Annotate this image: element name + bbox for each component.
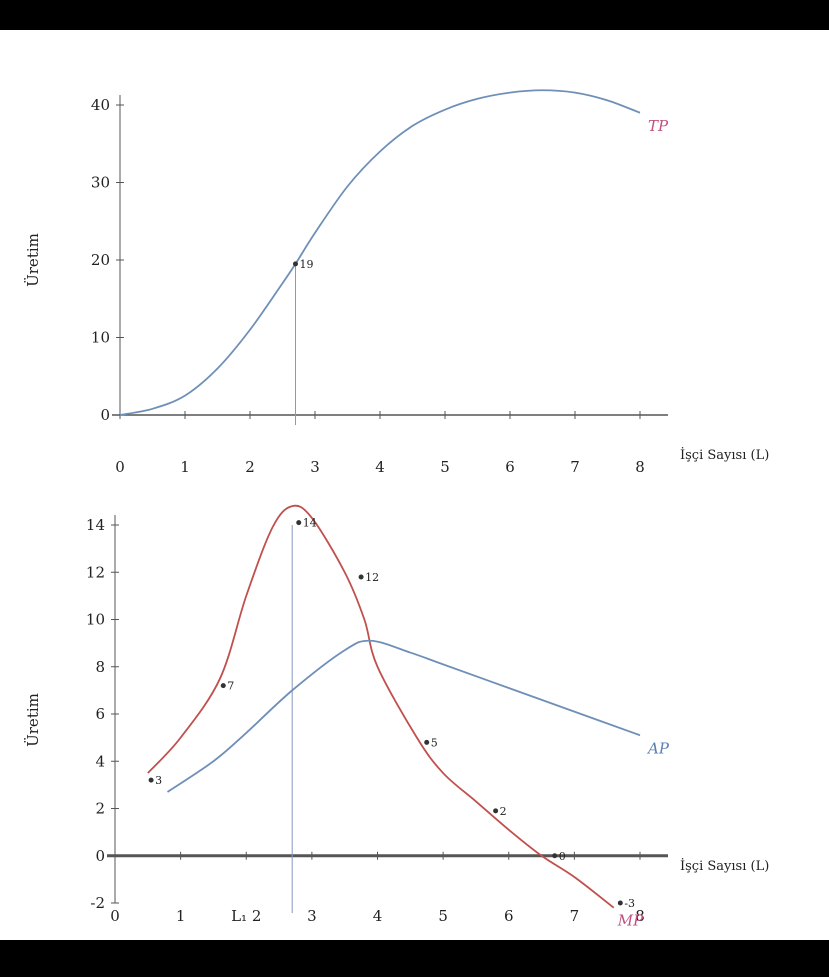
chart2-x-tick-label: 0 [110,907,120,925]
chart1-x-tick-label: 1 [180,458,190,476]
chart2-y-tick-label: 4 [95,752,105,770]
chart2-series-mp-line [147,504,615,909]
chart2-y-tick-label: 12 [86,563,105,581]
chart2-x-tick-label: 7 [570,907,580,925]
chart2-y-tick-label: 8 [95,658,105,676]
chart1-y-tick-label: 20 [91,251,110,269]
chart1-y-tick-label: 30 [91,174,110,192]
chart2-point-label: -3 [624,897,635,910]
chart2-point-label: 14 [303,517,317,530]
chart1-x-tick-label: 0 [115,458,125,476]
chart2-y-tick-label: 0 [95,847,105,865]
chart1-x-tick-label: 7 [570,458,580,476]
chart1-y-tick-label: 0 [100,406,110,424]
chart2-data-point [220,683,226,689]
chart2-y-tick-label: -2 [90,894,105,912]
chart2-x-tick-label: 1 [176,907,186,925]
chart1-y-tick-label: 40 [91,96,110,114]
chart2-x-tick-label: L₁ 2 [231,907,261,925]
chart2-x-axis-label: İşçi Sayısı (L) [680,857,769,874]
chart1-data-point [293,261,298,267]
chart2-point-label: 5 [431,736,438,749]
chart2-x-tick-label: 6 [504,907,514,925]
chart2-data-point [493,808,499,814]
chart2-data-point [552,853,558,859]
chart1-x-tick-label: 2 [245,458,255,476]
chart2-point-label: 0 [559,850,566,863]
chart1-point-label: 19 [300,258,314,271]
chart2-data-point [358,574,364,580]
chart2-data-point [617,900,623,906]
chart2-x-tick-label: 3 [307,907,317,925]
chart1-series-tp-label: TP [648,117,669,135]
chart2-point-label: 7 [227,680,234,693]
chart1-y-axis-label: Üretim [24,233,42,287]
chart1-x-tick-label: 8 [635,458,645,476]
chart2-series-ap-label: AP [646,739,670,757]
chart2-point-label: 2 [500,805,507,818]
chart2-x-tick-label: 5 [438,907,448,925]
chart2-y-tick-label: 14 [86,516,105,534]
chart1-x-axis-label: İşçi Sayısı (L) [680,446,769,463]
chart2-y-tick-label: 2 [95,800,105,818]
chart1-x-tick-label: 4 [375,458,385,476]
chart1-y-tick-label: 10 [91,329,110,347]
chart2-data-point [296,520,302,526]
chart2-point-label: 12 [365,571,379,584]
chart2-data-point [148,777,154,783]
chart-frame: 0 10 20 30 40 0 1 2 3 4 5 6 7 8 Üretim İşçi Sayısı (L) T… [0,30,829,940]
chart2-x-tick-label: 8 [635,907,645,925]
chart2-data-point [424,739,430,745]
chart2-series-ap-line [166,639,641,793]
chart2-y-tick-label: 10 [86,611,105,629]
chart2-series-mp-label: MP [617,912,644,930]
chart2-x-tick-label: 4 [373,907,383,925]
chart2-y-tick-label: 6 [95,705,105,723]
chart1-series-tp-line [119,89,641,416]
chart2-point-label: 3 [155,774,162,787]
chart1-x-tick-label: 6 [505,458,515,476]
chart2-y-axis-label: Üretim [24,693,42,747]
chart1-x-tick-label: 3 [310,458,320,476]
chart1-x-tick-label: 5 [440,458,450,476]
